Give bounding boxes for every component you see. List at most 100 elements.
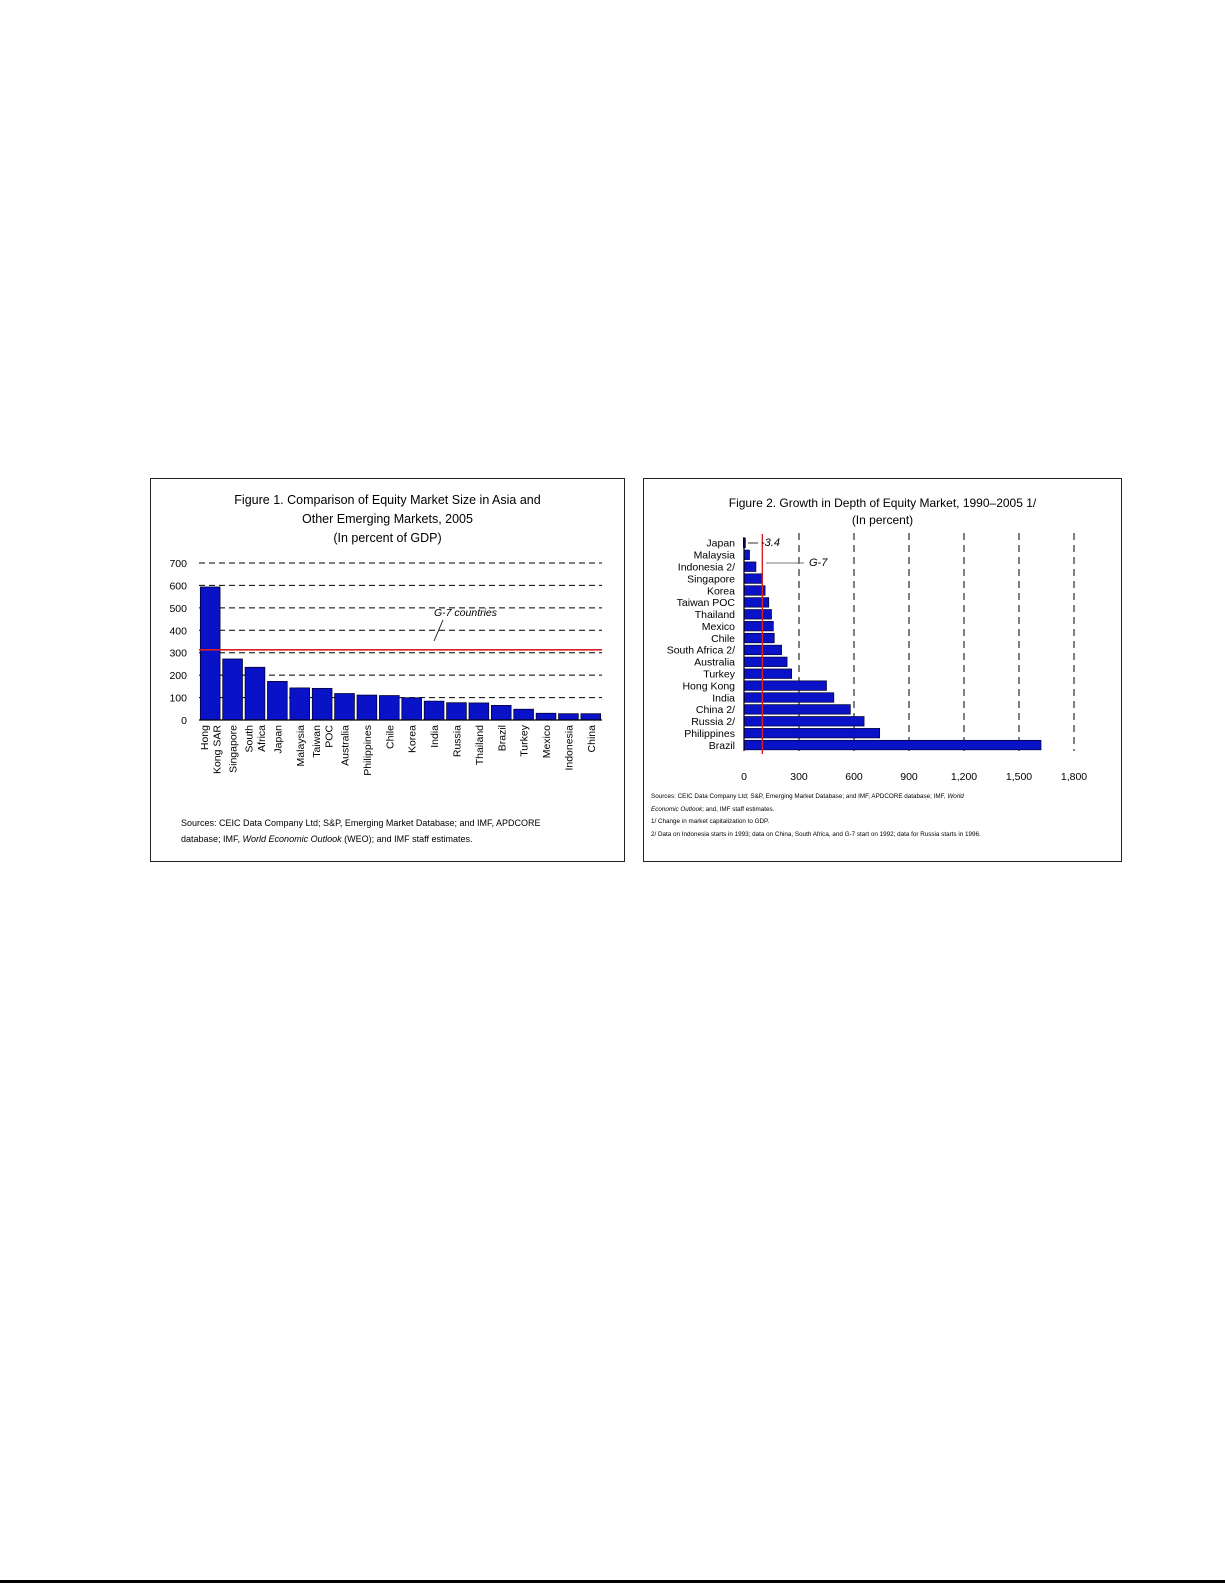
g7-annotation: G-7 (809, 557, 828, 569)
figure-1-sources-line-2b: (WEO); and IMF staff estimates. (341, 834, 473, 844)
figure-2-title-block: Figure 2. Growth in Depth of Equity Mark… (644, 495, 1121, 529)
bar (743, 728, 881, 739)
page-bottom-rule (0, 1580, 1225, 1583)
bar (199, 586, 221, 721)
x-category-label: India (429, 725, 441, 748)
bar (267, 681, 288, 721)
figure-1-sources-line-1: Sources: CEIC Data Company Ltd; S&P, Eme… (181, 818, 541, 828)
x-category-label: Hong (199, 725, 211, 750)
y-tick-label: 400 (169, 625, 187, 637)
y-category-label: Malaysia (694, 550, 736, 562)
x-category-label: Korea (407, 725, 419, 753)
x-tick-label: 1,800 (1061, 771, 1087, 783)
x-tick-label: 0 (741, 771, 747, 783)
x-category-label: Taiwan (311, 725, 323, 758)
bar (743, 632, 775, 644)
x-category-label: Turkey (519, 724, 531, 756)
bar (289, 687, 311, 721)
figure-2-note-2: 2/ Data on Indonesia starts in 1993; dat… (651, 830, 981, 838)
bar (743, 621, 774, 632)
y-category-label: Australia (694, 657, 735, 669)
x-category-label: Malaysia (295, 725, 307, 767)
figure-2-sources-line-2: Economic Outlook; and, IMF staff estimat… (651, 804, 1091, 817)
y-tick-label: 0 (181, 715, 187, 727)
g7-annotation-pointer (433, 619, 444, 642)
figure-1-title: Figure 1. Comparison of Equity Market Si… (151, 491, 624, 548)
bar (743, 573, 763, 584)
bar (743, 704, 851, 715)
x-category-label: Indonesia (563, 725, 575, 771)
x-tick-label: 300 (790, 771, 808, 783)
figure-2-panel: Figure 2. Growth in Depth of Equity Mark… (643, 478, 1122, 862)
bar (743, 561, 757, 572)
y-category-label: China 2/ (696, 704, 735, 716)
bar (311, 687, 333, 721)
y-category-label: Hong Kong (682, 680, 735, 692)
figure-1-sources-weo: World Economic Outlook (242, 834, 342, 844)
y-category-label: South Africa 2/ (667, 645, 735, 657)
y-tick-label: 600 (169, 580, 187, 592)
bar (743, 680, 827, 691)
y-tick-label: 200 (169, 670, 187, 682)
bar (743, 549, 750, 560)
y-category-label: Singapore (687, 573, 735, 585)
figure-2-sources-line-2b: ; and, IMF staff estimates. (702, 805, 775, 813)
figure-2-sources-line-1a: Sources: CEIC Data Company Ltd; S&P, Eme… (651, 793, 948, 800)
y-category-label: Russia 2/ (691, 716, 735, 728)
x-tick-label: 900 (900, 771, 918, 783)
y-category-label: Mexico (702, 621, 735, 633)
bar (446, 702, 467, 721)
bar (356, 694, 378, 721)
bar (244, 666, 266, 721)
figure-2-subtitle: (In percent) (851, 513, 914, 527)
bar (535, 712, 557, 721)
y-category-label: Turkey (703, 668, 735, 680)
x-category-label: Africa (256, 725, 268, 752)
x-category-label: China (586, 725, 598, 753)
value-annotation: -3.4 (761, 537, 780, 549)
bar (379, 695, 400, 721)
x-category-label: Philippines (362, 725, 374, 776)
x-category-label: Brazil (496, 725, 508, 751)
y-category-label: Thailand (695, 609, 735, 621)
x-category-label: Kong SAR (211, 725, 223, 774)
figure-1-title-line-1: Figure 1. Comparison of Equity Market Si… (234, 493, 541, 507)
bar (490, 705, 512, 721)
bar (222, 658, 243, 721)
figure-1-sources: Sources: CEIC Data Company Ltd; S&P, Eme… (181, 815, 601, 847)
bar (743, 692, 835, 703)
bar (580, 713, 602, 721)
x-category-label: Singapore (228, 725, 240, 773)
bar (558, 713, 579, 721)
bar (513, 708, 534, 721)
y-tick-label: 300 (169, 648, 187, 660)
y-tick-label: 500 (169, 603, 187, 615)
bar (743, 739, 1042, 751)
figure-1-sources-line-2: database; IMF, World Economic Outlook (W… (181, 831, 601, 847)
x-tick-label: 1,200 (951, 771, 977, 783)
x-category-label: Mexico (541, 725, 553, 758)
bar (468, 702, 490, 721)
x-category-label: Chile (384, 725, 396, 749)
y-category-label: Philippines (684, 728, 735, 740)
y-category-label: Taiwan POC (677, 597, 736, 609)
bar (423, 700, 445, 721)
figure-1-subtitle: (In percent of GDP) (333, 531, 442, 545)
figure-2-sources: Sources: CEIC Data Company Ltd; S&P, Eme… (651, 791, 1091, 841)
y-category-label: Indonesia 2/ (678, 561, 735, 573)
y-tick-label: 100 (169, 693, 187, 705)
figure-2-title: Figure 2. Growth in Depth of Equity Mark… (728, 496, 1037, 510)
figure-2-note-1: 1/ Change in market capitalization to GD… (651, 818, 770, 825)
y-category-label: Chile (711, 633, 735, 645)
x-category-label: Thailand (474, 725, 486, 765)
x-category-label: South (244, 725, 256, 753)
y-category-label: Japan (706, 538, 735, 550)
x-category-label: Australia (340, 725, 352, 766)
x-category-label: Russia (451, 725, 463, 757)
figure-2-sources-line-1: Sources: CEIC Data Company Ltd; S&P, Eme… (651, 791, 1091, 804)
x-category-label: POC (323, 725, 335, 748)
bar (334, 693, 355, 721)
bar (743, 668, 793, 679)
y-category-label: Brazil (709, 740, 735, 752)
figure-2-sources-weo: Economic Outlook (651, 805, 703, 813)
